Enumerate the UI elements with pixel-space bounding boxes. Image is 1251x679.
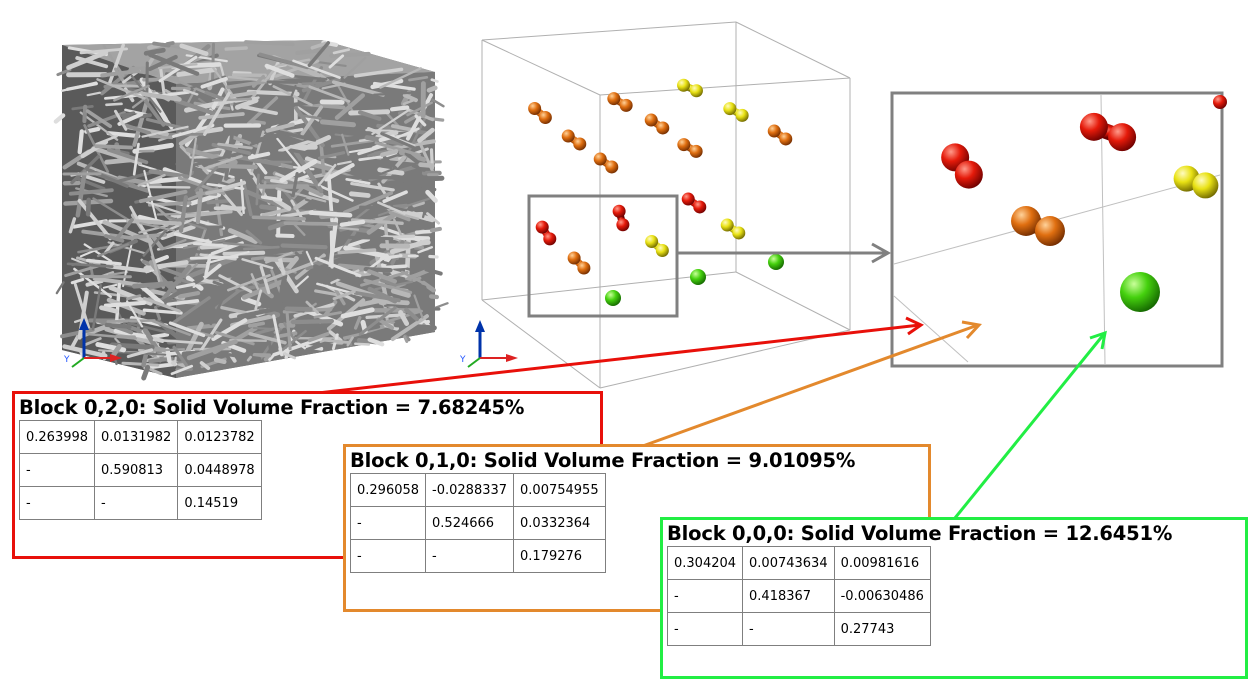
glyph-icon [645, 234, 669, 258]
table-row: -0.524666 0.0332364 [349, 506, 606, 540]
orange-arrow-icon [639, 320, 982, 449]
tensor-table: 0.263998 0.0131982 0.0123782-0.590813 0.044… [18, 420, 262, 520]
table-cell: - [18, 453, 96, 487]
glyph-icon [1120, 272, 1160, 312]
table-row: - -0.179276 [349, 539, 606, 573]
glyph-icon [1079, 112, 1137, 152]
glyph-icon [605, 290, 621, 306]
table-cell: - [94, 486, 179, 520]
svg-text:Y: Y [63, 355, 70, 365]
table-cell: 0.14519 [177, 486, 262, 520]
table-cell: -0.00630486 [833, 579, 931, 613]
table-cell: - [666, 579, 744, 613]
table-cell: - [425, 539, 515, 573]
table-cell: - [666, 612, 744, 646]
glyph-icon [720, 218, 746, 240]
table-cell: 0.263998 [18, 420, 96, 454]
table-cell: - [349, 539, 427, 573]
glyph-icon [593, 152, 619, 174]
zoom-arrow-icon [677, 242, 892, 264]
table-cell: 0.0131982 [94, 420, 179, 454]
table-row: 0.296058 -0.0288337 0.00754955 [349, 473, 606, 507]
fiber-volume-render [53, 40, 449, 381]
table-cell: 0.00743634 [742, 546, 835, 580]
table-row: 0.304204 0.00743634 0.00981616 [666, 546, 931, 580]
table-row: -0.590813 0.0448978 [18, 453, 262, 487]
glyph-icon [644, 113, 670, 135]
axis-triad-icon-2: Y [459, 320, 518, 368]
orientation-glyphs [528, 78, 793, 306]
glyph-icon [723, 102, 749, 122]
table-row: -0.418367 -0.00630486 [666, 579, 931, 613]
table-cell: 0.0448978 [177, 453, 262, 487]
tensor-table: 0.304204 0.00743634 0.00981616-0.418367 -0.… [666, 546, 931, 646]
table-cell: -0.0288337 [425, 473, 515, 507]
glyph-icon [612, 204, 630, 232]
table-cell: 0.00754955 [513, 473, 606, 507]
tensor-table: 0.296058 -0.0288337 0.00754955-0.524666 0.0… [349, 473, 606, 573]
axis-triad-icon: Y [63, 318, 122, 368]
table-cell: 0.179276 [513, 539, 606, 573]
glyph-icon [690, 269, 706, 285]
table-row: - -0.27743 [666, 612, 931, 646]
selection-box [527, 194, 679, 318]
table-cell: 0.296058 [349, 473, 427, 507]
table-cell: 0.590813 [94, 453, 179, 487]
glyph-icon [528, 101, 552, 125]
red-arrow-icon [317, 316, 925, 395]
block-title: Block 0,1,0: Solid Volume Fraction = 9.0… [350, 449, 856, 472]
glyph-icon [677, 78, 703, 98]
table-cell: - [742, 612, 835, 646]
table-cell: 0.00981616 [833, 546, 931, 580]
green-arrow-icon [953, 330, 1107, 519]
block-panel-0-0-0: Block 0,0,0: Solid Volume Fraction = 12.… [660, 517, 1248, 679]
table-cell: 0.304204 [666, 546, 744, 580]
table-cell: - [18, 486, 96, 520]
glyph-icon [561, 129, 587, 151]
block-title: Block 0,2,0: Solid Volume Fraction = 7.6… [19, 396, 525, 419]
glyph-icon [941, 143, 983, 189]
block-title: Block 0,0,0: Solid Volume Fraction = 12.… [667, 522, 1173, 545]
glyph-icon [567, 251, 591, 275]
glyph-icon [607, 92, 633, 112]
glyph-icon [1213, 95, 1227, 109]
glyph-icon [677, 138, 703, 158]
glyph-icon [681, 192, 707, 214]
table-row: - -0.14519 [18, 486, 262, 520]
table-cell: 0.0123782 [177, 420, 262, 454]
glyph-icon [1011, 205, 1065, 247]
glyph-icon [768, 254, 784, 270]
table-cell: 0.524666 [425, 506, 515, 540]
table-cell: 0.27743 [833, 612, 931, 646]
svg-text:Y: Y [459, 355, 466, 365]
glyph-icon [1173, 165, 1219, 199]
table-row: 0.263998 0.0131982 0.0123782 [18, 420, 262, 454]
table-cell: 0.0332364 [513, 506, 606, 540]
glyph-icon [767, 124, 793, 146]
table-cell: - [349, 506, 427, 540]
orientation-cube [481, 21, 851, 389]
zoom-view [890, 91, 1227, 368]
glyph-icon [535, 220, 557, 246]
table-cell: 0.418367 [742, 579, 835, 613]
